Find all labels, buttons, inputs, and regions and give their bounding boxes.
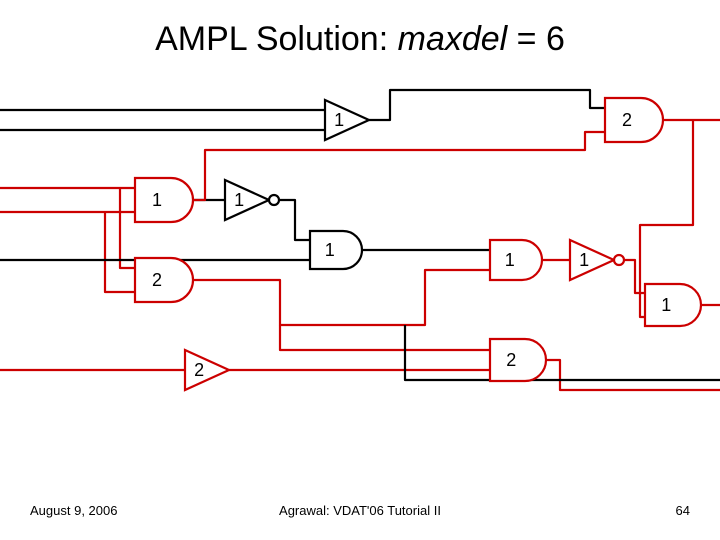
circuit-diagram: 1 2 1 1 1 1 1 1 2 2 2 <box>0 80 720 440</box>
title-var: maxdel <box>398 20 508 58</box>
gate-and_r2: 1 <box>490 240 542 280</box>
gate-and_mid_small: 1 <box>310 231 362 269</box>
gate-and_far_r: 1 <box>645 284 701 326</box>
gate-label: 1 <box>579 250 589 270</box>
gate-label: 2 <box>622 110 632 130</box>
gate-inv_r2: 1 <box>570 240 624 280</box>
title-suffix: = 6 <box>507 20 565 58</box>
gate-and_l2: 2 <box>135 258 193 302</box>
gate-label: 1 <box>152 190 162 210</box>
gate-buf_bot: 2 <box>185 350 229 390</box>
gate-label: 1 <box>505 250 515 270</box>
gate-label: 2 <box>194 360 204 380</box>
gate-label: 2 <box>506 350 516 370</box>
gate-label: 1 <box>234 190 244 210</box>
slide-title: AMPL Solution: maxdel = 6 <box>0 20 720 59</box>
wire <box>405 325 720 380</box>
wire <box>546 360 720 390</box>
wire <box>624 260 645 293</box>
gate-and_bot_r: 2 <box>490 339 546 381</box>
footer-center: Agrawal: VDAT'06 Tutorial II <box>0 503 720 518</box>
wire <box>369 90 605 120</box>
gate-label: 1 <box>661 295 671 315</box>
wire <box>193 132 605 200</box>
title-prefix: AMPL Solution: <box>155 20 398 58</box>
gate-inv_l1: 1 <box>225 180 279 220</box>
gate-label: 1 <box>325 240 335 260</box>
footer-page: 64 <box>676 503 690 518</box>
gate-and_right_top: 2 <box>605 98 663 142</box>
wire <box>280 325 490 350</box>
gate-label: 1 <box>334 110 344 130</box>
gate-buf_top: 1 <box>325 100 369 140</box>
wire <box>193 270 490 325</box>
wire <box>120 188 135 268</box>
gate-and_l1: 1 <box>135 178 193 222</box>
wire <box>279 200 310 240</box>
gate-label: 2 <box>152 270 162 290</box>
